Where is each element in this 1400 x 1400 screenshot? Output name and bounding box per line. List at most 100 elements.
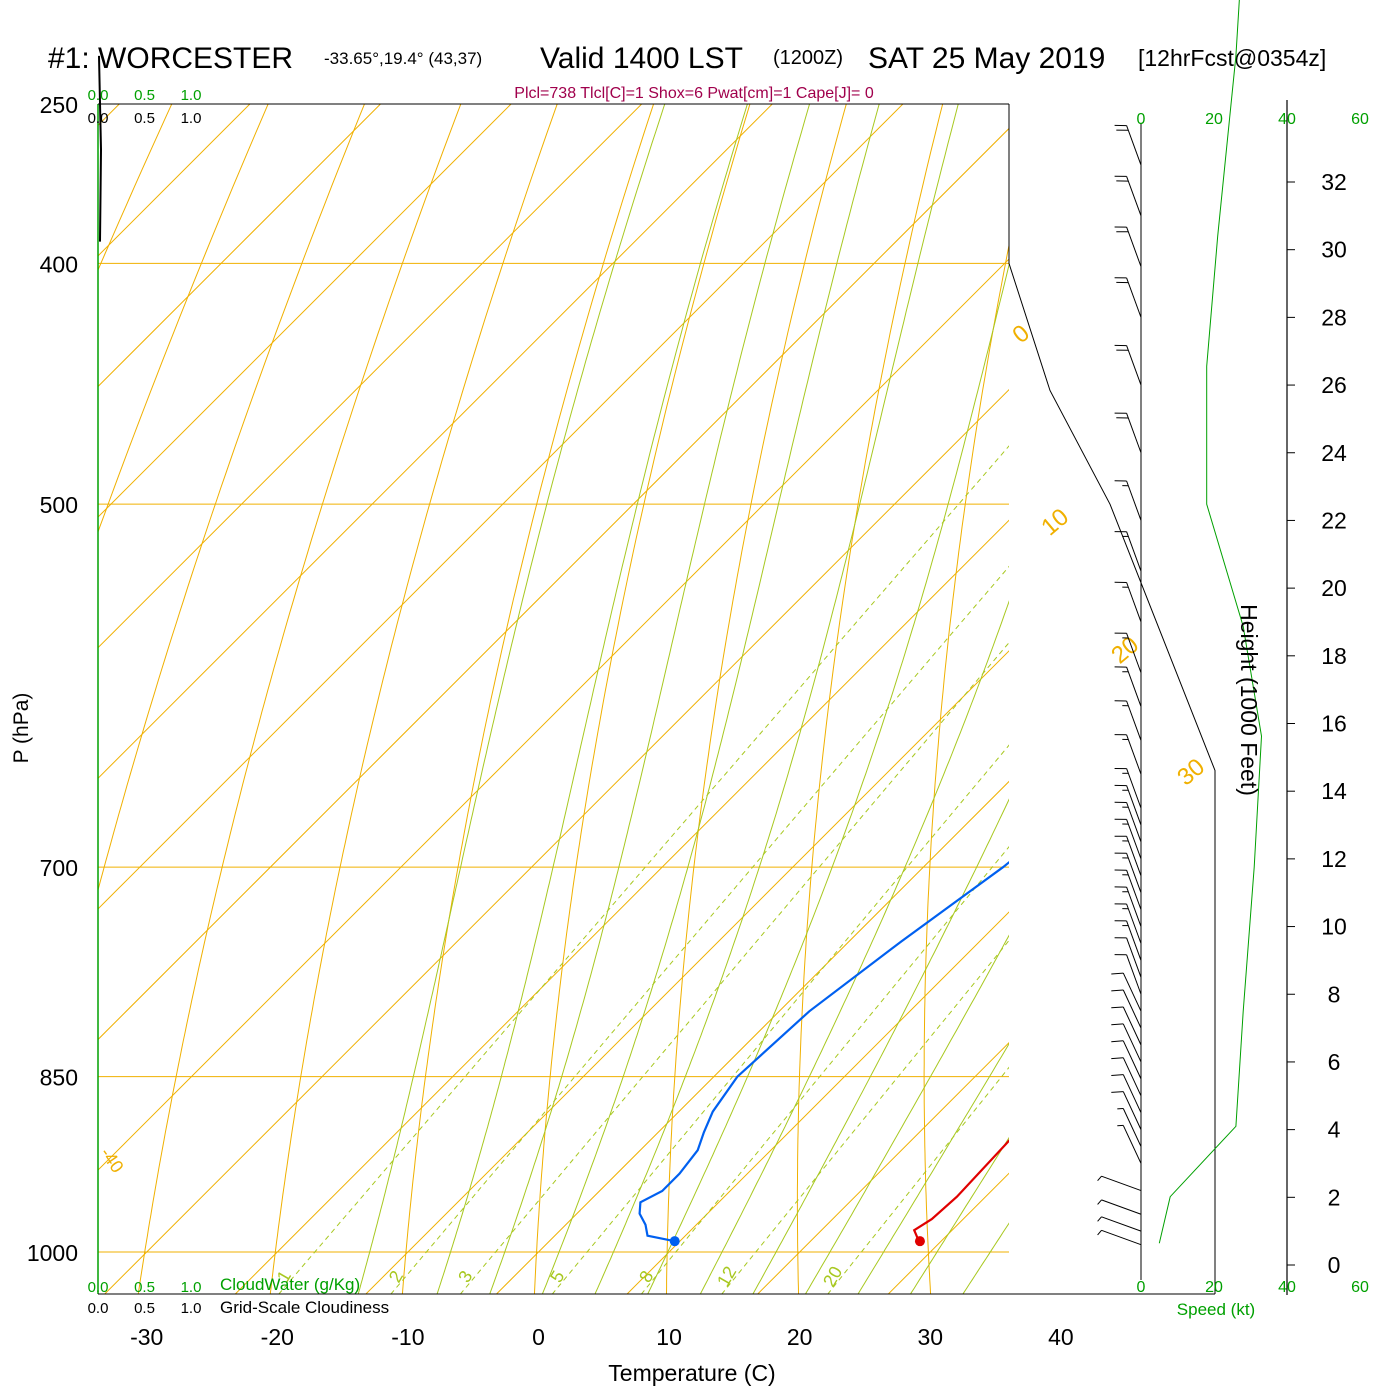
wind-barb-staff (1101, 1199, 1142, 1215)
isotherm-line (887, 1172, 1009, 1294)
isotherm-line (98, 104, 643, 649)
wind-barb-staff (1126, 920, 1142, 961)
dewpoint-line (638, 860, 1009, 1243)
x-tick-label: -30 (130, 1324, 163, 1350)
isotherm-line (98, 258, 1009, 1171)
isotherm-line (626, 911, 1009, 1294)
wind-barb-staff (1126, 666, 1142, 707)
pressure-tick-label: 1000 (27, 1240, 78, 1266)
mixing-ratio-label: 20 (819, 1263, 846, 1290)
cloud-water-tick-bottom: 0.0 (88, 1279, 109, 1296)
dry-adiabat-line (98, 104, 269, 534)
moist-adiabat-line (647, 263, 1009, 1294)
height-tick-label: 8 (1328, 981, 1341, 1007)
height-tick-label: 24 (1321, 440, 1347, 466)
valid-time: Valid 1400 LST (540, 42, 743, 75)
dry-adiabat-line (1047, 96, 1137, 1299)
x-tick-label: 10 (656, 1324, 682, 1350)
cloudiness-tick-top: 0.0 (88, 110, 109, 127)
height-tick-label: 30 (1321, 237, 1347, 263)
speed-tick-bottom: 40 (1278, 1279, 1296, 1296)
wind-barb-half-feather (1097, 1175, 1102, 1182)
wind-barb-staff (1122, 1040, 1142, 1080)
pressure-tick-label: 850 (40, 1065, 78, 1091)
wind-barb-staff (1126, 700, 1142, 741)
dry-adiabat-label: 10 (1036, 503, 1074, 541)
wind-barb-half-feather (1097, 1216, 1102, 1222)
cloud-water-tick-bottom: 1.0 (181, 1279, 202, 1296)
speed-tick-top: 0 (1137, 111, 1146, 128)
y-axis-title: P (hPa) (10, 693, 33, 764)
wind-barb-staff (1122, 1074, 1142, 1113)
wind-barb-staff (1126, 582, 1142, 623)
wind-barb-staff (1126, 413, 1142, 453)
height-tick-label: 0 (1328, 1252, 1341, 1278)
valid-date: SAT 25 May 2019 (868, 42, 1105, 75)
cloudiness-tick-top: 1.0 (181, 110, 202, 127)
isotherm-label: -40 (96, 1144, 127, 1177)
moist-adiabat-line (857, 1042, 1009, 1294)
station-coords: -33.65°,19.4° (43,37) (324, 49, 482, 68)
isotherm-line (1014, 84, 1400, 1299)
mixing-ratio-label: 3 (454, 1267, 476, 1286)
wind-barb-staff (1126, 903, 1142, 944)
cloudiness-tick-bottom: 1.0 (181, 1300, 202, 1317)
mixing-ratio-label: 5 (546, 1267, 568, 1286)
isotherm-line (98, 127, 1009, 1041)
wind-barb-staff (1126, 870, 1142, 910)
mixing-ratio-line (278, 445, 1009, 1294)
wind-barb-staff (1126, 125, 1142, 166)
wind-barb-staff (1126, 836, 1142, 876)
wind-barb-staff (1126, 802, 1142, 843)
dry-adiabat-line (923, 243, 1009, 1294)
dry-adiabat-line (98, 104, 366, 893)
dry-adiabat-line (1392, 96, 1400, 1299)
cloud-water-label: CloudWater (g/Kg) (220, 1275, 360, 1294)
isotherm-line (1145, 84, 1400, 1299)
speed-tick-bottom: 0 (1137, 1279, 1146, 1296)
moist-adiabat-line (752, 798, 1009, 1294)
height-tick-label: 22 (1321, 507, 1347, 533)
wind-barb-staff (1122, 972, 1142, 1012)
isotherm-line (98, 104, 904, 910)
height-axis-title: Height (1000 Feet) (1236, 604, 1262, 796)
wind-barb-staff (1126, 886, 1142, 927)
dry-adiabat-line (137, 104, 462, 1294)
height-tick-label: 12 (1321, 846, 1347, 872)
wind-barb-staff (1122, 1006, 1142, 1046)
speed-tick-bottom: 60 (1351, 1279, 1369, 1296)
isotherm-line (98, 104, 512, 518)
dry-adiabat-line (665, 104, 847, 1294)
dry-adiabat-line (1166, 96, 1234, 1299)
cloud-water-tick-top: 0.0 (88, 87, 109, 104)
right-boundary-line (1008, 104, 1216, 1294)
wind-barb-feather (1111, 972, 1124, 975)
cloud-water-tick-top: 0.5 (134, 87, 155, 104)
dewpoint-surface-marker (669, 1236, 680, 1247)
height-tick-label: 14 (1321, 778, 1347, 804)
mixing-ratio-line (640, 846, 1009, 1294)
wind-barb-half-feather (1097, 1229, 1102, 1236)
x-tick-label: 20 (787, 1324, 813, 1350)
dry-adiabat-line (796, 104, 944, 1294)
wind-barb-feather (1111, 1074, 1124, 1076)
cloudiness-tick-bottom: 0.5 (134, 1300, 155, 1317)
moist-adiabat-line (436, 104, 748, 1294)
wind-barb-staff (1126, 768, 1142, 809)
height-tick-label: 4 (1328, 1117, 1341, 1143)
wind-barb-staff (1126, 480, 1142, 521)
wind-barb-staff (1126, 226, 1142, 267)
wind-speed-profile (1158, 0, 1263, 1244)
isotherm-line (756, 1041, 1009, 1294)
cloudiness-tick-top: 0.5 (134, 110, 155, 127)
x-tick-label: 30 (918, 1324, 944, 1350)
dry-adiabat-label: 20 (1106, 631, 1144, 669)
x-tick-label: -10 (391, 1324, 424, 1350)
x-tick-label: 0 (532, 1324, 545, 1350)
pressure-tick-label: 700 (40, 855, 78, 881)
isotherm-line (98, 104, 774, 780)
isotherm-line (365, 650, 1009, 1294)
wind-barb-staff (1126, 277, 1142, 318)
pressure-tick-label: 250 (40, 92, 78, 118)
